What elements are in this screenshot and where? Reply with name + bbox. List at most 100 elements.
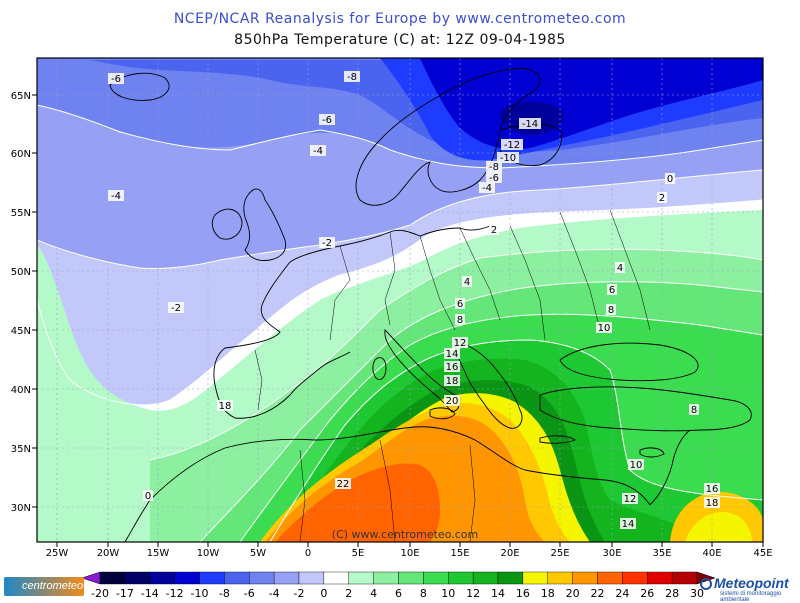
legend-label: 2 bbox=[345, 587, 352, 600]
legend-label: -2 bbox=[294, 587, 305, 600]
lat-tick-label: 50N bbox=[11, 267, 31, 278]
contour-label: 6 bbox=[457, 299, 463, 310]
contour-label: 18 bbox=[706, 498, 719, 509]
legend-swatch bbox=[448, 571, 474, 585]
map-title: NCEP/NCAR Reanalysis for Europe by www.c… bbox=[173, 11, 627, 27]
legend-swatch bbox=[647, 571, 673, 585]
legend-label: 4 bbox=[370, 587, 377, 600]
contour-label: 8 bbox=[691, 405, 697, 416]
lon-tick-label: 45E bbox=[753, 548, 772, 559]
coastlines bbox=[109, 67, 752, 542]
lon-tick-label: 25E bbox=[550, 548, 569, 559]
contour-label: 2 bbox=[659, 193, 665, 204]
contour-label: 20 bbox=[446, 396, 459, 407]
contour-fill-layer bbox=[37, 58, 763, 542]
legend-swatch bbox=[99, 571, 126, 585]
contour-label: 12 bbox=[454, 338, 467, 349]
legend-swatch bbox=[199, 571, 225, 585]
legend-label: 10 bbox=[441, 587, 455, 600]
contour-label: 12 bbox=[624, 494, 637, 505]
contour-label: 4 bbox=[464, 277, 470, 288]
contour-lines bbox=[37, 104, 763, 542]
legend-swatch bbox=[597, 571, 623, 585]
legend-label: -4 bbox=[269, 587, 280, 600]
contour-label: 10 bbox=[630, 460, 643, 471]
lon-tick-label: 15E bbox=[450, 548, 469, 559]
contour-label: -4 bbox=[111, 191, 121, 202]
contour-label: -6 bbox=[111, 74, 121, 85]
legend-label: 14 bbox=[491, 587, 505, 600]
lon-tick-label: 5E bbox=[352, 548, 365, 559]
contour-label: 16 bbox=[446, 362, 459, 373]
contour-label: 8 bbox=[457, 315, 463, 326]
lat-tick-label: 55N bbox=[11, 208, 31, 219]
lat-tick-label: 40N bbox=[11, 385, 31, 396]
legend-label: 16 bbox=[516, 587, 530, 600]
legend-labels: -20 -17 -14 -12 -10 -8 -6 -4 -2 0 2 4 6 8 10 12 14 16 18 20… bbox=[91, 587, 704, 600]
lat-tick-label: 60N bbox=[11, 149, 31, 160]
lon-tick-label: 20E bbox=[500, 548, 519, 559]
contour-label: 8 bbox=[608, 305, 614, 316]
contour-label: 14 bbox=[446, 349, 459, 360]
lon-tick-label: 35E bbox=[652, 548, 671, 559]
legend-swatch bbox=[398, 571, 424, 585]
legend-swatch bbox=[622, 571, 648, 585]
legend-swatch bbox=[497, 571, 524, 585]
legend-swatch bbox=[572, 571, 598, 585]
legend-label: -14 bbox=[141, 587, 159, 600]
contour-label: -8 bbox=[489, 162, 499, 173]
contour-label: 0 bbox=[145, 491, 151, 502]
lon-tick-label: 10W bbox=[197, 548, 220, 559]
map-subtitle: 850hPa Temperature (C) at: 12Z 09-04-198… bbox=[234, 32, 566, 48]
legend-label: 12 bbox=[466, 587, 480, 600]
contour-label: -8 bbox=[347, 72, 357, 83]
map-frame bbox=[36, 57, 764, 543]
lon-tick-label: 25W bbox=[46, 548, 69, 559]
contour-label: 2 bbox=[491, 225, 497, 236]
legend-swatch bbox=[373, 571, 399, 585]
legend-swatch bbox=[224, 571, 250, 585]
legend-colorbar bbox=[81, 571, 716, 585]
meteopoint-logo: Meteopoint sistemi di monitoraggio ambie… bbox=[700, 575, 800, 603]
legend-swatch bbox=[149, 571, 175, 585]
legend-label: -8 bbox=[219, 587, 230, 600]
legend-swatch bbox=[348, 571, 374, 585]
legend-label: 28 bbox=[665, 587, 679, 600]
contour-label: -12 bbox=[504, 140, 520, 151]
legend-label: -6 bbox=[244, 587, 255, 600]
legend-swatch bbox=[298, 571, 325, 585]
contour-label: 6 bbox=[609, 285, 615, 296]
legend-swatch bbox=[671, 571, 698, 585]
legend-swatch bbox=[547, 571, 573, 585]
contour-label: 16 bbox=[706, 484, 719, 495]
lon-tick-label: 20W bbox=[97, 548, 120, 559]
contour-label: 18 bbox=[219, 401, 232, 412]
lat-axis: 30N 35N 40N 45N 50N 55N 60N 65N bbox=[11, 91, 37, 514]
lat-tick-label: 45N bbox=[11, 326, 31, 337]
legend-label: 6 bbox=[395, 587, 402, 600]
lon-tick-label: 0 bbox=[305, 548, 311, 559]
contour-label: -6 bbox=[489, 173, 499, 184]
legend-label: 22 bbox=[591, 587, 605, 600]
legend-swatch bbox=[323, 571, 349, 585]
contour-label: 22 bbox=[337, 479, 350, 490]
contour-label: -6 bbox=[322, 115, 332, 126]
legend-label: -20 bbox=[91, 587, 109, 600]
lon-tick-label: 40E bbox=[702, 548, 721, 559]
legend-label: 8 bbox=[420, 587, 427, 600]
legend-swatch bbox=[124, 571, 150, 585]
lon-axis: 25W 20W 15W 10W 5W 0 5E 10E 15E 20E 25E 30E 35E 40E 45… bbox=[46, 542, 773, 559]
lon-tick-label: 5W bbox=[250, 548, 266, 559]
contour-label: -4 bbox=[482, 183, 492, 194]
contour-label: -4 bbox=[313, 146, 323, 157]
contour-label: -2 bbox=[171, 303, 181, 314]
legend-label: 24 bbox=[615, 587, 629, 600]
legend-swatch bbox=[249, 571, 275, 585]
contour-label: 10 bbox=[598, 323, 611, 334]
lat-tick-label: 30N bbox=[11, 503, 31, 514]
contour-label: 14 bbox=[622, 519, 635, 530]
legend-label: 18 bbox=[541, 587, 555, 600]
legend-label: 20 bbox=[566, 587, 580, 600]
legend-label: -12 bbox=[166, 587, 184, 600]
